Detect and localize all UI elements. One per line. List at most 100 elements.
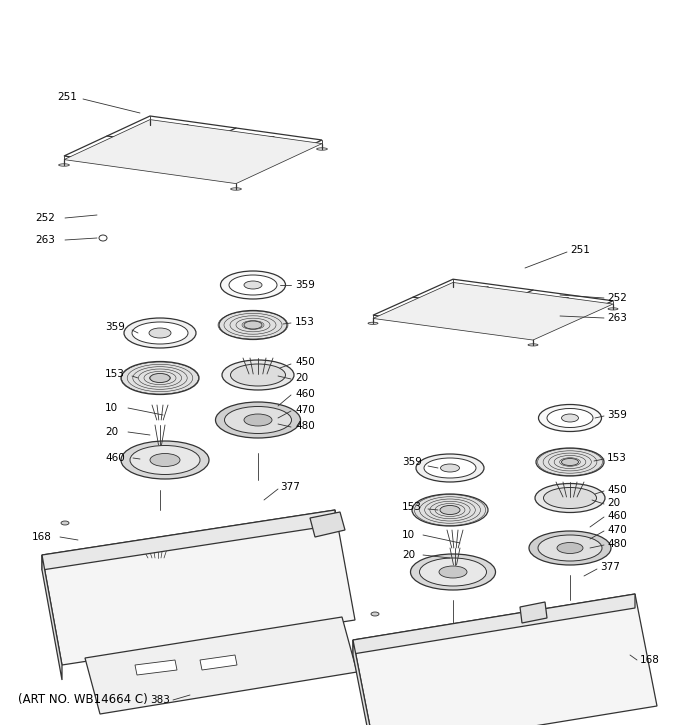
Text: (ART NO. WB14664 C): (ART NO. WB14664 C)	[18, 694, 148, 706]
Text: 20: 20	[402, 550, 415, 560]
Polygon shape	[200, 655, 237, 670]
Ellipse shape	[420, 558, 486, 586]
Text: 252: 252	[35, 213, 55, 223]
Ellipse shape	[121, 362, 199, 394]
Text: 153: 153	[105, 369, 125, 379]
Polygon shape	[520, 602, 547, 623]
Ellipse shape	[248, 560, 262, 566]
Ellipse shape	[440, 505, 460, 515]
Ellipse shape	[437, 653, 441, 656]
Text: 383: 383	[150, 695, 170, 705]
Ellipse shape	[439, 566, 467, 578]
Text: 251: 251	[57, 92, 77, 102]
Ellipse shape	[150, 454, 180, 466]
Polygon shape	[42, 510, 335, 570]
Ellipse shape	[471, 647, 475, 650]
Text: 377: 377	[280, 482, 300, 492]
Ellipse shape	[562, 414, 579, 422]
Polygon shape	[64, 120, 322, 183]
Ellipse shape	[224, 407, 292, 434]
Text: 480: 480	[607, 539, 627, 549]
Ellipse shape	[424, 458, 476, 478]
Ellipse shape	[562, 458, 579, 465]
Ellipse shape	[216, 402, 301, 438]
Text: 377: 377	[600, 562, 620, 572]
Polygon shape	[310, 512, 345, 537]
Text: 153: 153	[402, 502, 422, 512]
Ellipse shape	[411, 554, 496, 590]
Ellipse shape	[539, 405, 602, 431]
Ellipse shape	[446, 645, 460, 651]
Ellipse shape	[150, 373, 170, 383]
Ellipse shape	[528, 344, 538, 346]
Text: 450: 450	[607, 485, 627, 495]
Text: 359: 359	[607, 410, 627, 420]
Ellipse shape	[220, 271, 286, 299]
Ellipse shape	[326, 513, 334, 517]
Ellipse shape	[117, 557, 179, 584]
Text: 20: 20	[295, 373, 308, 383]
Text: 460: 460	[295, 389, 315, 399]
Polygon shape	[85, 617, 357, 714]
Ellipse shape	[465, 640, 469, 643]
Polygon shape	[42, 555, 62, 680]
Ellipse shape	[219, 310, 287, 339]
Ellipse shape	[618, 599, 626, 603]
Ellipse shape	[451, 637, 455, 640]
Polygon shape	[353, 594, 635, 654]
Polygon shape	[42, 510, 355, 665]
Text: 450: 450	[295, 357, 315, 367]
Ellipse shape	[108, 552, 188, 587]
Text: 251: 251	[570, 245, 590, 255]
Ellipse shape	[448, 286, 458, 289]
Polygon shape	[373, 283, 613, 340]
Ellipse shape	[132, 322, 188, 344]
Ellipse shape	[222, 360, 294, 390]
Text: 359: 359	[402, 457, 422, 467]
Ellipse shape	[536, 448, 604, 476]
Text: 20: 20	[607, 498, 620, 508]
Ellipse shape	[225, 550, 285, 576]
Ellipse shape	[149, 328, 171, 338]
Text: 153: 153	[607, 453, 627, 463]
Ellipse shape	[414, 631, 492, 665]
Ellipse shape	[529, 531, 611, 565]
Ellipse shape	[554, 313, 562, 318]
Ellipse shape	[608, 308, 618, 310]
Text: 263: 263	[35, 235, 55, 245]
Ellipse shape	[538, 535, 602, 561]
Ellipse shape	[244, 281, 262, 289]
Ellipse shape	[451, 655, 455, 658]
Ellipse shape	[536, 628, 594, 652]
Ellipse shape	[61, 521, 69, 525]
Ellipse shape	[145, 124, 155, 126]
Ellipse shape	[231, 188, 241, 190]
Ellipse shape	[317, 148, 327, 150]
Text: 263: 263	[607, 313, 627, 323]
Text: 10: 10	[402, 530, 415, 540]
Ellipse shape	[558, 637, 571, 643]
Ellipse shape	[58, 164, 69, 166]
Text: 359: 359	[105, 322, 125, 332]
Ellipse shape	[371, 612, 379, 616]
Ellipse shape	[121, 441, 209, 479]
Text: 20: 20	[105, 427, 118, 437]
Ellipse shape	[416, 454, 484, 482]
Text: 470: 470	[295, 405, 315, 415]
Ellipse shape	[124, 318, 196, 348]
Ellipse shape	[99, 235, 107, 241]
Text: 470: 470	[607, 525, 627, 535]
Ellipse shape	[543, 487, 596, 508]
Ellipse shape	[437, 640, 441, 643]
Ellipse shape	[465, 653, 469, 656]
Ellipse shape	[527, 624, 603, 656]
Text: 359: 359	[295, 280, 315, 290]
Ellipse shape	[244, 414, 272, 426]
Ellipse shape	[61, 645, 69, 649]
Ellipse shape	[141, 566, 156, 573]
Text: 480: 480	[295, 421, 315, 431]
Ellipse shape	[423, 636, 483, 660]
Polygon shape	[135, 660, 177, 675]
Ellipse shape	[231, 364, 286, 386]
Ellipse shape	[368, 322, 378, 324]
